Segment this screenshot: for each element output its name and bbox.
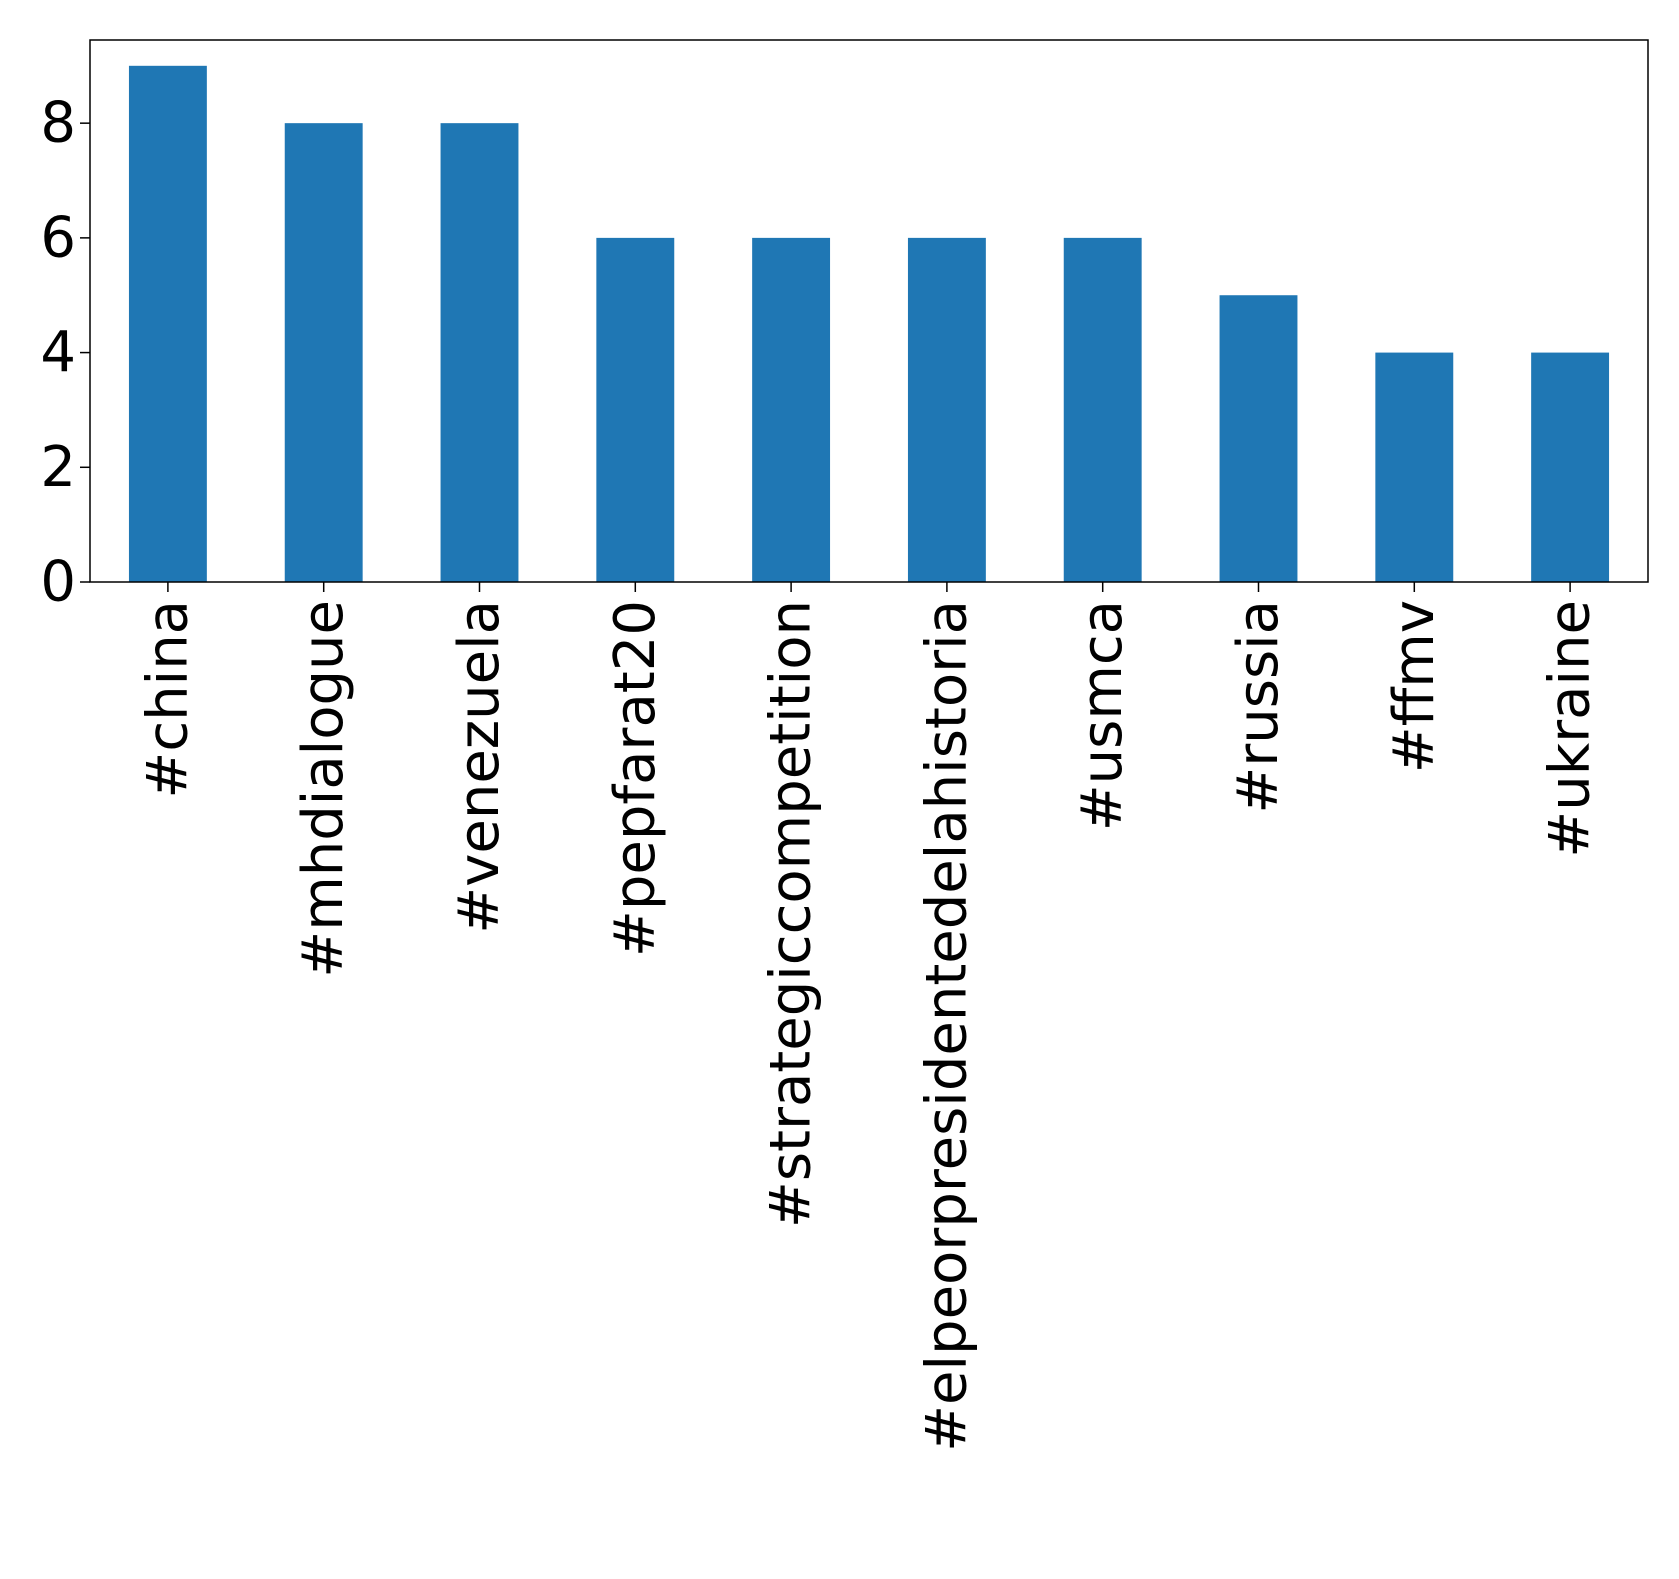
x-tick-label: #pepfarat20 bbox=[603, 600, 668, 957]
bar-strategiccompetition bbox=[752, 237, 831, 582]
x-tick-label: #mhdialogue bbox=[291, 600, 356, 978]
bar-venezuela bbox=[440, 123, 519, 582]
bar-pepfarat20 bbox=[596, 237, 675, 582]
y-axis: 0 2 4 6 8 bbox=[40, 91, 90, 615]
bar-ukraine bbox=[1531, 352, 1610, 582]
x-tick-label: #russia bbox=[1226, 600, 1291, 814]
bars-group bbox=[128, 65, 1610, 583]
bar-usmca bbox=[1063, 237, 1142, 582]
bar-elpeorpresidentedelahistoria bbox=[907, 237, 986, 582]
plot-frame bbox=[89, 39, 1649, 583]
x-tick-label: #usmca bbox=[1070, 600, 1135, 831]
bar-ffmv bbox=[1375, 352, 1454, 582]
x-tick-label: #ffmv bbox=[1382, 600, 1447, 773]
y-tick-label: 2 bbox=[40, 435, 76, 500]
bar-mhdialogue bbox=[284, 123, 363, 582]
x-tick-label: #venezuela bbox=[447, 600, 512, 934]
y-tick-label: 0 bbox=[40, 550, 76, 615]
x-tick-label: #strategiccompetition bbox=[759, 600, 824, 1228]
x-tick-label: #ukraine bbox=[1538, 600, 1603, 858]
x-tick-label: #china bbox=[135, 600, 200, 799]
y-tick-label: 6 bbox=[40, 205, 76, 270]
y-tick-label: 8 bbox=[40, 91, 76, 156]
y-tick-label: 4 bbox=[40, 320, 76, 385]
bar-china bbox=[128, 65, 207, 583]
x-axis: #china #mhdialogue #venezuela #pepfarat20 #s… bbox=[135, 582, 1603, 1452]
bar-russia bbox=[1219, 295, 1298, 582]
x-tick-label: #elpeorpresidentedelahistoria bbox=[914, 600, 979, 1452]
